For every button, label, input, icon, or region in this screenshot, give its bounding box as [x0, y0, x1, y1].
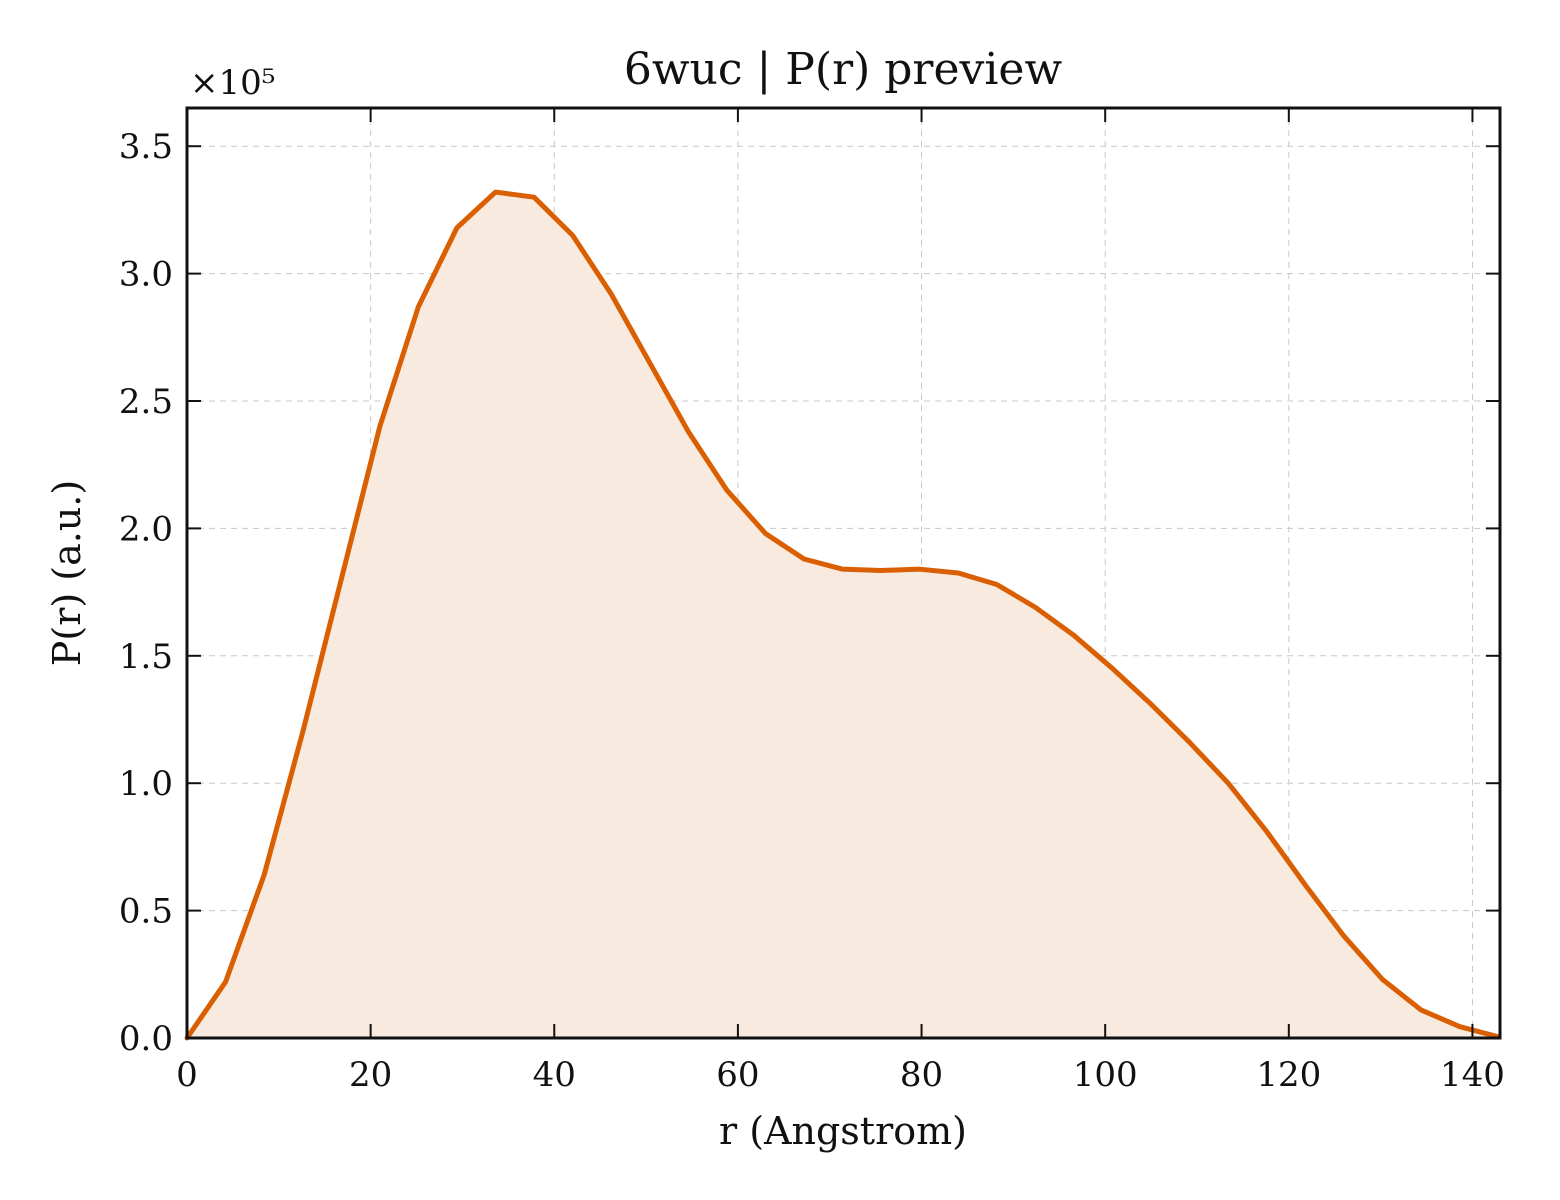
y-tick-label: 3.5	[119, 127, 173, 167]
y-tick-label: 0.0	[119, 1019, 173, 1059]
x-tick-label: 20	[349, 1055, 392, 1095]
y-tick-label: 2.0	[119, 509, 173, 549]
y-axis: 0.0 0.5 1.0 1.5 2.0 2.5 3.0 3.5	[119, 127, 1500, 1059]
chart-title: 6wuc | P(r) preview	[624, 44, 1063, 95]
y-tick-label: 1.5	[119, 637, 173, 677]
y-tick-label: 0.5	[119, 892, 173, 932]
x-tick-label: 80	[900, 1055, 943, 1095]
x-axis-label: r (Angstrom)	[719, 1109, 967, 1153]
x-tick-label: 140	[1440, 1055, 1505, 1095]
x-tick-label: 100	[1073, 1055, 1138, 1095]
pr-series-line	[184, 189, 1501, 1041]
x-tick-label: 0	[176, 1055, 198, 1095]
y-tick-label: 1.0	[119, 764, 173, 804]
x-tick-label: 120	[1256, 1055, 1321, 1095]
y-axis-label: P(r) (a.u.)	[45, 480, 89, 666]
plot-frame	[185, 106, 1502, 1040]
y-tick-label: 3.0	[119, 255, 173, 295]
x-axis: 0 20 40 60 80 100 120 140	[176, 108, 1505, 1095]
x-tick-label: 40	[533, 1055, 576, 1095]
y-scale-label: ×10⁵	[190, 63, 275, 103]
y-tick-label: 2.5	[119, 382, 173, 422]
x-tick-label: 60	[716, 1055, 759, 1095]
pr-area-fill	[187, 192, 1499, 1038]
